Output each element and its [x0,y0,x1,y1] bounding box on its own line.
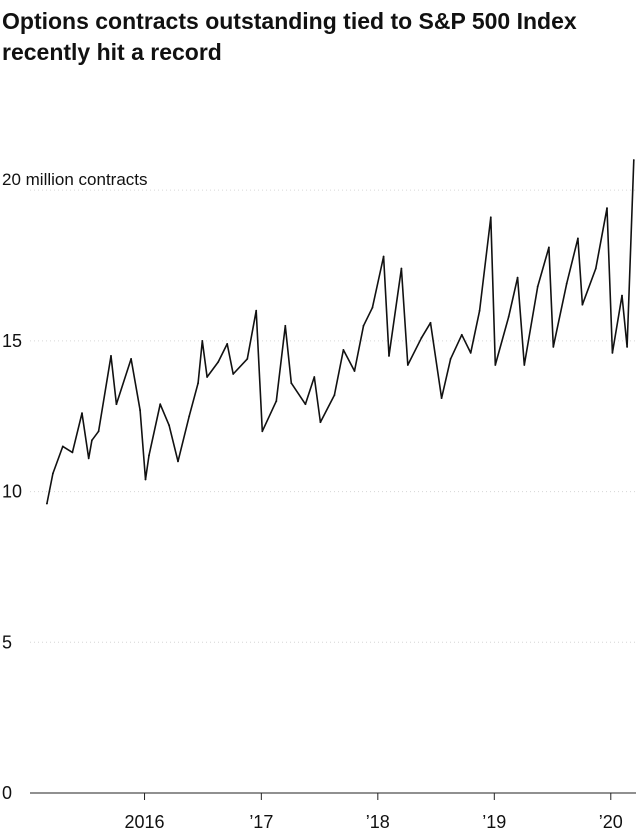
data-point-33 [333,394,336,396]
series-line [46,159,635,504]
data-point-46 [460,333,463,336]
data-point-23 [232,373,235,375]
data-point-9 [115,403,118,406]
data-point-19 [201,340,204,342]
data-point-3 [71,451,74,454]
data-point-65 [632,159,635,161]
data-point-24 [246,358,249,360]
data-point-8 [110,355,112,357]
data-point-63 [621,294,623,297]
data-point-59 [581,303,584,306]
data-point-21 [217,361,220,363]
x-tick-label-3: ’19 [482,812,506,832]
data-point-20 [206,376,209,378]
y-tick-label-3: 15 [2,331,22,351]
data-point-64 [626,346,628,348]
data-point-18 [197,382,200,384]
data-point-2 [61,445,64,448]
data-point-31 [313,376,316,378]
data-point-34 [342,349,345,351]
x-tick-label-2: ’18 [366,812,390,832]
y-unit-label: 20 million contracts [2,170,148,189]
data-point-16 [177,460,179,463]
y-tick-label-1: 5 [2,632,12,652]
data-point-52 [516,276,519,279]
data-point-54 [536,285,539,288]
data-point-35 [353,370,356,372]
data-point-29 [290,382,293,384]
data-point-45 [449,358,452,360]
data-point-14 [159,403,162,406]
data-point-37 [371,306,374,309]
y-tick-label-2: 10 [2,482,22,502]
data-point-50 [494,364,497,366]
grid-lines [30,189,636,643]
data-point-62 [611,352,614,354]
data-point-53 [523,364,526,366]
x-tick-label-1: ’17 [249,812,273,832]
data-point-61 [606,207,608,210]
chart-title: Options contracts outstanding tied to S&… [2,8,577,65]
data-point-10 [130,358,133,360]
data-point-28 [284,324,287,327]
data-point-57 [565,282,568,285]
data-point-44 [440,397,443,399]
x-tick-label-0: 2016 [125,812,165,832]
data-point-56 [552,346,555,348]
tick-labels: 0510152020 million contracts2016’17’18’1… [2,170,623,832]
data-point-1 [52,472,54,475]
data-point-30 [304,403,307,406]
data-point-4 [81,412,83,415]
data-point-40 [400,267,403,270]
data-point-17 [188,415,191,418]
data-point-48 [478,309,481,312]
data-point-12 [144,478,147,481]
x-tick-label-4: ’20 [599,812,623,832]
data-point-7 [97,430,100,433]
data-point-43 [429,321,432,324]
data-point-0 [46,502,48,505]
data-point-49 [489,216,492,219]
data-point-26 [261,430,264,433]
x-axis [30,792,636,800]
data-point-47 [469,352,472,354]
data-point-15 [168,424,171,427]
data-point-38 [382,255,385,258]
data-point-13 [148,454,150,457]
data-point-39 [388,355,390,357]
data-point-11 [139,409,142,412]
data-point-25 [255,309,258,312]
data-point-6 [91,439,93,442]
data-point-36 [362,324,365,327]
data-point-27 [275,400,278,402]
data-point-42 [420,336,423,339]
y-tick-label-0: 0 [2,783,12,803]
data-point-58 [577,237,579,240]
data-point-55 [548,246,550,249]
data-point-5 [87,457,90,460]
data-point-32 [319,421,322,424]
data-point-41 [406,364,409,366]
data-point-51 [507,315,510,318]
data-point-22 [226,343,229,345]
series-layer [46,159,635,505]
data-point-60 [594,267,597,270]
